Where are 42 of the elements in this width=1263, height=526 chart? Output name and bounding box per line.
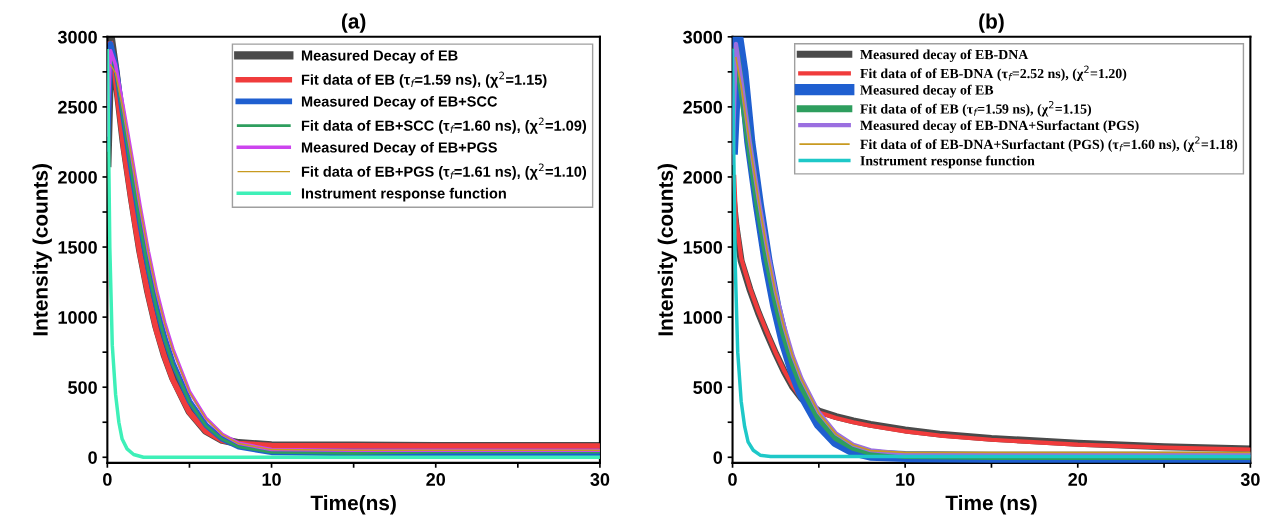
- y-tick-label: 0: [713, 451, 723, 464]
- x-tick-label: 10: [896, 473, 915, 486]
- x-tick-label: 0: [728, 473, 737, 486]
- chart-title: (b): [979, 13, 1004, 33]
- x-tick-label: 20: [426, 473, 446, 486]
- x-axis-title: Time (ns): [945, 494, 1037, 515]
- x-tick-label: 0: [103, 473, 112, 486]
- legend-label: Fit data of EB (τ$_{f}$=1.59 ns), (χ$^{2}$=1.15): [301, 71, 547, 88]
- y-tick-label: 1000: [58, 311, 97, 324]
- legend-label: Measured Decay of EB+SCC: [301, 95, 498, 110]
- x-tick-label: 10: [262, 473, 281, 486]
- y-tick-label: 500: [68, 381, 97, 394]
- legend-label: Measured decay of EB-DNA: [860, 49, 1029, 63]
- legend-label: Instrument response function: [301, 187, 506, 202]
- chart-title: (a): [341, 13, 366, 33]
- y-tick-label: 2500: [683, 100, 723, 114]
- x-axis-title: Time(ns): [310, 494, 396, 515]
- x-tick-label: 20: [1068, 473, 1088, 486]
- y-tick-label: 2500: [58, 100, 97, 114]
- y-tick-label: 1500: [58, 240, 97, 254]
- y-tick-label: 1500: [683, 240, 723, 254]
- x-tick-label: 30: [1240, 473, 1260, 486]
- legend-label: Fit data of of EB-DNA (τ$_{f}$=2.52 ns), (χ$^{2}$=1.20): [860, 65, 1127, 82]
- y-tick-label: 2000: [683, 170, 723, 184]
- legend-label: Fit data of EB+SCC (τ$_{f}$=1.60 ns), (χ$^{2}$=1.09): [301, 117, 587, 134]
- y-tick-label: 1000: [683, 311, 723, 324]
- legend-label: Measured decay of EB: [860, 84, 994, 98]
- y-tick-label: 3000: [683, 30, 723, 44]
- x-tick-label: 30: [590, 473, 610, 486]
- y-tick-label: 2000: [58, 170, 97, 184]
- legend-label: Fit data of EB+PGS (τ$_{f}$=1.61 ns), (χ$^{2}$=1.10): [301, 163, 587, 180]
- legend-label: Measured Decay of EB+PGS: [301, 141, 497, 156]
- legend-label: Instrument response function: [860, 155, 1035, 169]
- legend-label: Fit data of of EB-DNA+Surfactant (PGS) (τ$_{f}$=1.60 ns), (χ$^{2}$=1.18): [860, 136, 1238, 152]
- y-tick-label: 0: [88, 451, 97, 464]
- y-tick-label: 500: [693, 381, 723, 394]
- legend-label: Measured Decay of EB: [301, 49, 458, 64]
- legend-label: Measured decay of EB-DNA+Surfactant (PGS): [860, 120, 1139, 133]
- legend-label: Fit data of of EB (τ$_{f}$=1.59 ns), (χ$^{2}$=1.15): [860, 100, 1092, 117]
- y-tick-label: 3000: [57, 30, 97, 44]
- y-axis-title: Intensity (counts): [657, 164, 678, 336]
- y-axis-title: Intensity (counts): [32, 164, 52, 336]
